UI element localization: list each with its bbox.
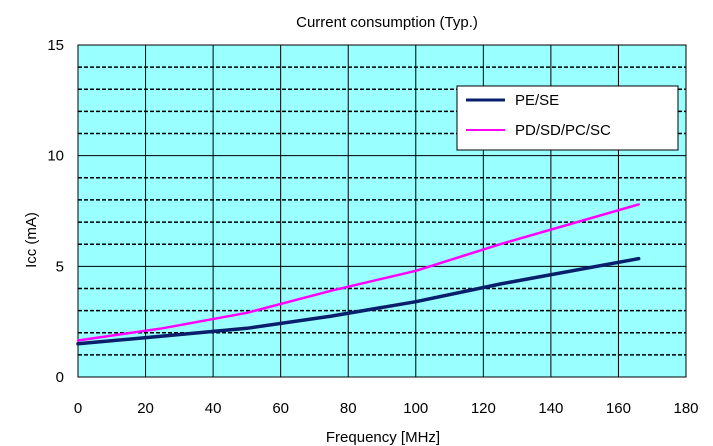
data-series <box>76 203 641 346</box>
x-tick-label: 60 <box>272 400 289 417</box>
chart-title: Current consumption (Typ.) <box>296 14 478 31</box>
series-line-pe-se <box>76 256 641 346</box>
legend-label-pe-se: PE/SE <box>515 92 559 109</box>
x-tick-label: 0 <box>74 400 82 417</box>
grid-lines <box>78 45 686 377</box>
x-tick-label: 40 <box>205 400 222 417</box>
x-tick-label: 120 <box>471 400 496 417</box>
x-tick-label: 140 <box>538 400 563 417</box>
y-axis-label: Icc (mA) <box>23 212 40 268</box>
series-line-pd-sd-pc-sc <box>76 203 640 342</box>
legend-label-pd-sd-pc-sc: PD/SD/PC/SC <box>515 122 611 139</box>
y-tick-label: 10 <box>47 148 64 165</box>
x-tick-label: 80 <box>340 400 357 417</box>
y-tick-label: 15 <box>47 37 64 54</box>
y-tick-label: 5 <box>56 258 64 275</box>
axis-tick-labels: 0 20 40 60 80 100 120 140 160 180 0 5 10 15 <box>47 37 698 417</box>
x-tick-label: 160 <box>606 400 631 417</box>
x-tick-label: 180 <box>673 400 698 417</box>
x-axis-label: Frequency [MHz] <box>326 429 440 446</box>
x-tick-label: 20 <box>137 400 154 417</box>
legend-box <box>456 85 679 151</box>
legend: PE/SE PD/SD/PC/SC <box>456 85 679 151</box>
y-tick-label: 0 <box>56 369 64 386</box>
x-tick-label: 100 <box>403 400 428 417</box>
